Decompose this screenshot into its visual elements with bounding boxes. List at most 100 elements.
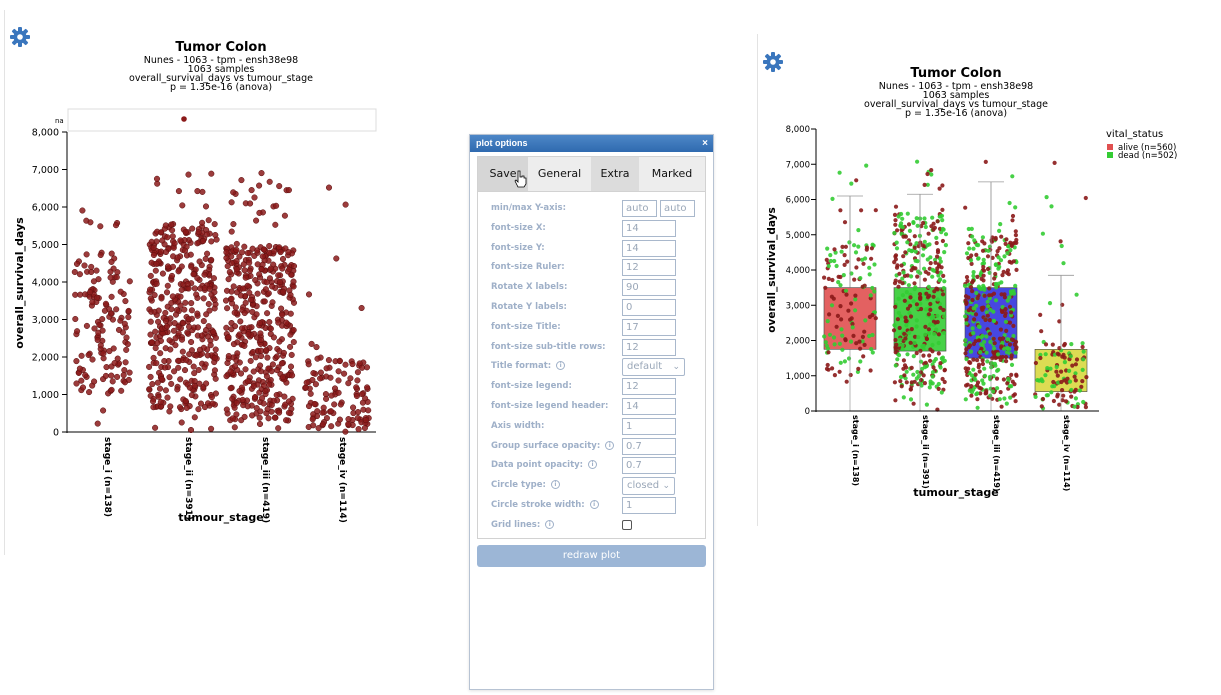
data-point [870,312,875,318]
option-input[interactable]: 0.7 [622,457,676,475]
close-icon[interactable]: × [702,138,708,149]
option-label: Rotate X labels: [491,282,567,292]
option-input[interactable]: 12 [622,378,676,396]
info-icon[interactable]: i [550,480,560,490]
data-point [854,265,859,270]
data-point [902,363,908,368]
option-input[interactable]: 0.7 [622,437,676,455]
data-point [187,426,195,434]
data-point [987,318,992,323]
data-point [1009,313,1014,318]
info-icon[interactable]: i [605,440,615,450]
option-label-text: font-size Y: [491,242,545,253]
data-point [926,331,932,336]
option-input[interactable]: 14 [622,398,676,415]
plot-options-panel: plot options × Save General Extra Marked… [469,134,714,690]
data-point [253,405,260,412]
data-point [994,376,1000,381]
data-point [893,337,898,343]
option-input[interactable]: 1 [622,417,676,435]
data-point [247,200,254,207]
data-point [178,286,185,293]
data-point [940,292,946,297]
data-point [195,366,202,374]
data-point [179,348,186,355]
data-point [153,360,160,367]
data-point [860,257,865,262]
data-point [1073,396,1078,401]
option-input[interactable]: 0 [622,299,676,316]
data-point [199,188,206,195]
option-input[interactable]: 14 [622,239,676,257]
info-icon[interactable]: i [545,519,555,529]
data-point [230,221,237,228]
data-point [210,275,217,282]
data-point [907,310,912,316]
data-point [147,373,154,380]
info-icon[interactable]: i [588,460,598,470]
data-point [1011,393,1016,398]
option-label: min/max Y-axis: [491,203,566,213]
y-axis-max-input[interactable]: auto [660,200,695,217]
hand-cursor-icon [514,170,527,188]
data-point [83,322,90,329]
data-point [993,363,998,368]
data-point [846,356,852,361]
data-point [325,357,332,364]
settings-gear-icon[interactable] [9,26,31,48]
info-icon[interactable]: i [589,500,599,509]
data-point [929,168,934,173]
option-input[interactable]: 14 [622,219,676,237]
data-point [1008,240,1013,245]
data-point [908,397,914,402]
data-point [987,374,992,380]
data-point [967,388,972,393]
data-point [1002,254,1007,259]
option-input[interactable]: 12 [622,338,676,356]
data-point [211,354,218,361]
data-point [843,337,848,342]
data-point [246,259,253,266]
data-point [1007,304,1013,309]
option-input[interactable]: 1 [622,497,676,514]
data-point [825,362,830,368]
option-input[interactable]: 90 [622,279,676,297]
data-point [241,413,248,420]
data-point [83,217,90,224]
y-axis-min-input[interactable]: auto [622,200,657,217]
settings-gear-icon[interactable] [762,51,784,73]
data-point [97,342,104,349]
data-point [916,269,921,274]
data-point [1057,346,1062,351]
tab-extra[interactable]: Extra [591,157,639,191]
tab-general[interactable]: General [537,167,582,180]
redraw-plot-button[interactable]: redraw plot [477,545,706,567]
data-point [992,276,997,281]
data-point [853,293,858,298]
data-point [941,273,946,278]
option-select[interactable]: default ⌄ [622,358,685,377]
data-point [341,370,348,377]
data-point [264,354,271,361]
data-point [193,352,200,359]
data-point [963,342,968,347]
grid-lines-checkbox[interactable] [622,519,632,530]
data-point [358,304,365,312]
data-point [1073,378,1078,383]
y-tick-label: 1,000 [32,390,59,401]
option-input[interactable]: 12 [622,259,676,277]
data-point [903,336,908,341]
tab-marked[interactable]: Marked [651,167,693,180]
data-point [158,295,165,302]
option-select[interactable]: closed ⌄ [622,477,675,496]
info-icon[interactable]: i [556,361,566,371]
data-point [238,325,246,332]
data-point [973,312,979,317]
data-point [911,401,916,406]
data-point [234,350,241,357]
data-point [236,359,243,366]
data-point [1008,395,1013,400]
option-input[interactable]: 17 [622,318,676,336]
option-label: font-size Y: [491,243,545,253]
data-point [901,234,906,239]
